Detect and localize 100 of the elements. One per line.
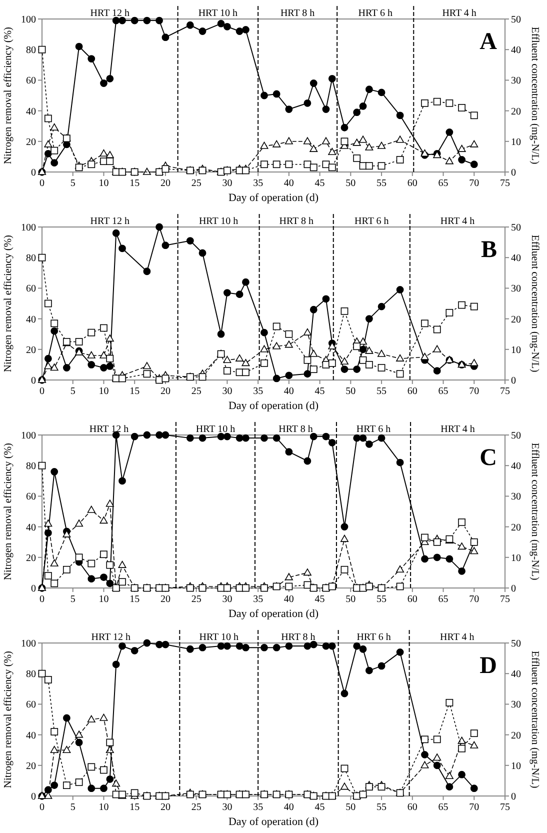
x-tick-label: 60 [407,178,418,189]
x-tick-label: 30 [222,594,232,605]
x-tick-label: 50 [346,386,356,397]
text: HRT 4 h [440,216,475,227]
x-tick-label: 65 [438,178,448,189]
y-axis-title: Nitrogen removal efficiency (%) [3,442,14,580]
y-tick-label: 0 [31,168,36,178]
annotation: HRT 4 h [440,632,474,643]
annotation: HRT 8 h [281,632,316,643]
x-tick-label: 50 [346,594,356,605]
x-tick-label: 65 [438,386,448,397]
x-tick-label: 60 [407,802,418,813]
x-tick-label: 45 [314,802,325,813]
y-tick-label: 40 [26,522,36,534]
y2-tick-label: 0 [511,584,516,594]
x-tick-label: 5 [70,594,76,605]
x-tick-label: 25 [191,178,202,189]
y-tick-label: 100 [21,430,36,442]
y2-axis-title: Effluent concentration (mg-N/L) [529,442,540,581]
y-tick-label: 20 [26,344,36,356]
annotation: HRT 10 h [198,8,238,19]
text: HRT 8 h [279,216,314,227]
x-tick-label: 15 [130,178,140,189]
y2-tick-label: 30 [511,492,521,503]
y-tick-label: 40 [26,106,36,118]
x-tick-label: 70 [469,594,480,605]
x-tick-label: 55 [376,178,387,189]
x-tick-label: 60 [407,594,418,605]
y-tick-label: 20 [26,136,36,148]
x-tick-label: 30 [222,386,232,397]
text: HRT 10 h [198,216,238,227]
x-tick-label: 75 [500,802,510,813]
y2-axis-title: Effluent concentration (mg-N/L) [529,234,540,373]
y-tick-label: 0 [31,792,36,802]
y-tick-label: 80 [26,461,36,472]
x-tick-label: 40 [284,178,294,189]
y-axis-title: Nitrogen removal efficiency (%) [3,26,14,164]
y-tick-label: 80 [26,669,36,680]
y-tick-label: 60 [26,284,36,295]
y-tick-label: 0 [31,376,36,386]
y-tick-label: 0 [31,584,36,594]
x-axis-title: Day of operation (d) [228,192,319,204]
x-tick-label: 15 [130,386,140,397]
x-tick-label: 55 [376,802,387,813]
y2-tick-label: 30 [511,700,521,711]
x-tick-label: 75 [500,178,510,189]
y2-tick-label: 0 [511,792,516,802]
y2-tick-label: 20 [511,522,521,534]
y-tick-label: 20 [26,760,36,772]
x-tick-label: 65 [438,802,448,813]
x-tick-label: 20 [160,802,170,813]
x-tick-label: 45 [314,594,325,605]
y2-tick-label: 10 [511,760,521,772]
y-tick-label: 60 [26,492,36,503]
annotation: B [480,237,497,263]
x-tick-label: 10 [98,594,109,605]
x-tick-label: 50 [346,802,356,813]
x-axis-title: Day of operation (d) [228,400,319,412]
y2-tick-label: 10 [511,552,521,564]
annotation: A [480,29,498,55]
y-axis-title: Nitrogen removal efficiency (%) [3,650,14,788]
x-tick-label: 35 [253,386,264,397]
x-tick-label: 35 [253,178,264,189]
y-tick-label: 20 [26,552,36,564]
x-tick-label: 45 [314,178,325,189]
annotation: D [480,653,497,679]
y2-tick-label: 50 [511,222,521,234]
x-tick-label: 30 [222,178,232,189]
annotation: C [480,445,497,471]
annotation: HRT 4 h [440,424,475,435]
x-tick-label: 70 [469,802,480,813]
x-axis-title: Day of operation (d) [228,608,319,620]
x-tick-label: 35 [253,802,264,813]
x-axis-title: Day of operation (d) [228,816,319,828]
x-tick-label: 30 [222,802,232,813]
annotation: HRT 12 h [90,8,130,19]
y-axis-title: Nitrogen removal efficiency (%) [3,234,14,372]
y-tick-label: 80 [26,253,36,264]
text: HRT 6 h [354,216,389,227]
x-tick-label: 50 [346,178,356,189]
x-tick-label: 0 [40,802,44,813]
y2-tick-label: 50 [511,430,521,442]
annotation: HRT 6 h [356,424,391,435]
y-tick-label: 100 [21,638,36,650]
x-tick-label: 10 [98,386,109,397]
x-tick-label: 40 [284,594,294,605]
x-tick-label: 10 [98,178,109,189]
text: HRT 12 h [90,216,130,227]
x-tick-label: 25 [191,802,202,813]
x-tick-label: 0 [40,594,44,605]
y-tick-label: 80 [26,45,36,56]
x-tick-label: 35 [253,594,264,605]
x-tick-label: 40 [284,802,294,813]
x-tick-label: 40 [284,386,294,397]
y2-tick-label: 20 [511,730,521,742]
x-tick-label: 65 [438,594,448,605]
x-tick-label: 55 [376,386,387,397]
x-tick-label: 55 [376,594,387,605]
x-tick-label: 75 [500,386,510,397]
y2-tick-label: 0 [511,376,516,386]
